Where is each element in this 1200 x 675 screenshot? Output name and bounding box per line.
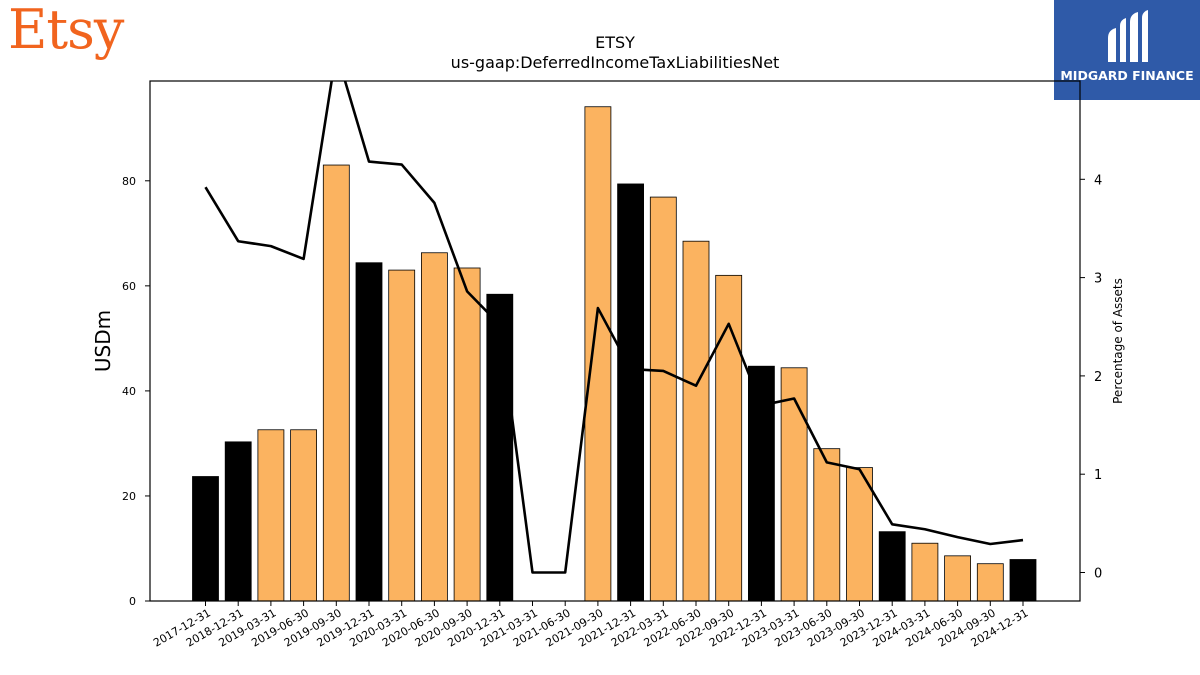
bar [682,240,710,602]
bar [976,563,1004,602]
bar [649,196,677,602]
plot-frame [149,80,1081,602]
bar [715,274,743,602]
bar [944,555,971,602]
bar [846,467,873,602]
y2-tick-label: 3 [1094,272,1102,287]
brand-logo: MIDGARD FINANCE [1054,0,1200,100]
y2-tick-label: 4 [1094,173,1102,188]
bar [192,476,219,602]
y-tick-label: 80 [122,175,136,188]
bar [355,262,383,602]
bar [486,293,514,602]
bar [388,269,416,602]
y2-tick-label: 0 [1094,566,1102,581]
bar [813,448,841,602]
bar [257,429,285,602]
chart-title: ETSY [595,33,635,52]
bar [420,252,448,602]
bar [748,365,775,602]
brand-mark-icon [1108,10,1148,62]
bar [322,164,350,602]
bar [290,429,318,602]
bar [584,106,612,602]
percentage-line [204,81,1024,574]
bar [1009,559,1037,602]
y-tick-label: 40 [122,385,136,398]
y-axis-label: USDm [91,310,115,372]
bar [617,183,644,602]
bar [224,441,252,602]
y2-tick-label: 1 [1094,468,1102,483]
etsy-logo: Etsy [8,0,124,61]
brand-name: MIDGARD FINANCE [1060,68,1194,83]
bar [780,367,808,602]
y-tick-label: 60 [122,280,136,293]
y-tick-label: 20 [122,490,136,503]
bar [453,267,481,602]
bar [878,531,906,602]
chart-subtitle: us-gaap:DeferredIncomeTaxLiabilitiesNet [451,53,780,72]
bar [911,542,939,602]
y2-tick-label: 2 [1094,370,1102,385]
y-tick-label: 0 [129,595,136,608]
y2-axis-label: Percentage of Assets [1111,278,1125,404]
